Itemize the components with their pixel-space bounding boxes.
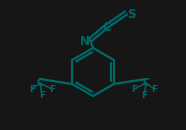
Text: C: C [36, 78, 44, 88]
Text: C: C [142, 78, 150, 88]
Text: F: F [49, 84, 55, 93]
Text: F: F [29, 84, 35, 93]
Text: N: N [80, 34, 90, 47]
Text: F: F [141, 90, 147, 99]
Text: S: S [127, 8, 135, 21]
Text: F: F [131, 84, 137, 93]
Text: C: C [103, 21, 111, 34]
Text: F: F [39, 90, 45, 99]
Text: F: F [151, 84, 157, 93]
